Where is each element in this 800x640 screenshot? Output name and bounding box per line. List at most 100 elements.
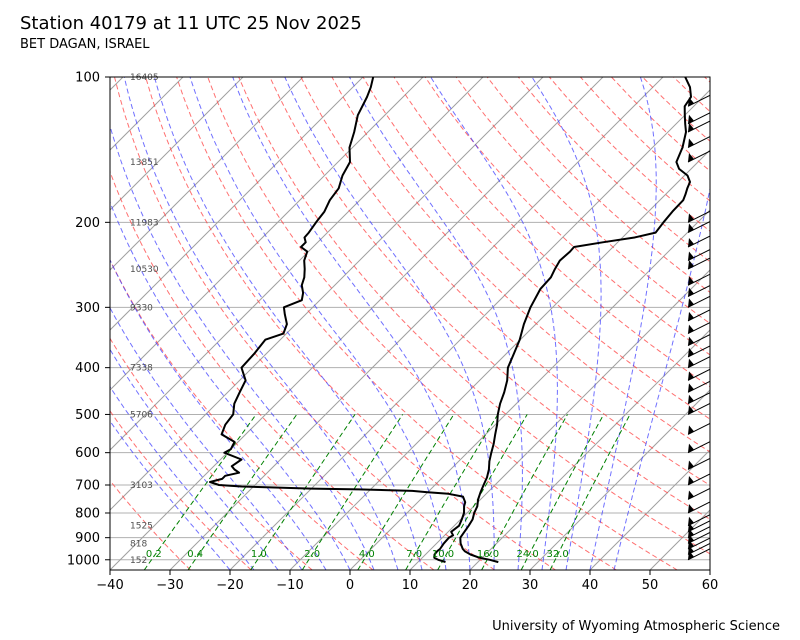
- moist-adiabat-0: [110, 200, 351, 570]
- height-label: 9330: [130, 303, 153, 313]
- wind-barb-flag: [688, 114, 694, 124]
- moist-adiabat-36: [531, 77, 602, 570]
- dry-adiabat-180: [611, 77, 710, 172]
- dry-adiabat-210: [704, 77, 710, 83]
- dry-adiabat--10: [110, 337, 313, 570]
- wind-barb-flag: [688, 260, 694, 270]
- wind-barb-flag: [688, 223, 694, 233]
- wind-barb-flag: [688, 153, 694, 163]
- height-label: 7338: [130, 364, 153, 374]
- dry-adiabat-110: [393, 77, 710, 388]
- wind-barb-flag: [688, 394, 694, 404]
- moist-adiabat-16: [189, 77, 447, 570]
- wind-barb-flag: [688, 276, 694, 286]
- isotherm--80: [110, 77, 364, 331]
- dewpoint-profile: [209, 77, 467, 564]
- isotherm--90: [110, 77, 304, 271]
- mixing-ratio-label: 10.0: [432, 549, 454, 560]
- mixing-ratio-0.4: [187, 414, 298, 570]
- mixing-ratio-label: 7.0: [406, 549, 422, 560]
- wind-barb-flag: [688, 238, 694, 248]
- isotherm-20: [469, 329, 710, 570]
- x-tick-label: 0: [346, 578, 354, 593]
- dry-adiabat-20: [114, 77, 495, 570]
- dry-adiabat-60: [238, 77, 710, 555]
- wind-barb-flag: [688, 550, 694, 560]
- mixing-ratio-2.0: [301, 414, 404, 570]
- isotherm--20: [229, 89, 710, 570]
- wind-barb-flag: [688, 475, 694, 485]
- isotherm--40: [110, 77, 604, 570]
- mixing-ratio-32.0: [549, 414, 631, 570]
- isotherm--50: [110, 77, 544, 511]
- isotherm--100: [110, 77, 244, 211]
- mixing-ratio-label: 24.0: [516, 549, 538, 560]
- wind-barb-flag: [688, 371, 694, 381]
- moist-adiabat-24: [284, 77, 495, 570]
- dry-adiabat-30: [145, 77, 556, 570]
- isotherm-30: [529, 389, 710, 570]
- wind-barb-flag: [688, 123, 694, 133]
- isotherm-0: [349, 209, 710, 570]
- x-tick-label: 10: [402, 578, 419, 593]
- dry-adiabat-70: [269, 77, 710, 520]
- dry-adiabat-130: [455, 77, 710, 325]
- x-tick-label: 30: [522, 578, 539, 593]
- y-tick-label: 800: [75, 506, 100, 521]
- x-tick-label: −40: [96, 578, 123, 593]
- height-label: 1525: [130, 522, 153, 532]
- wind-barb-flag: [688, 324, 694, 334]
- height-label: 3103: [130, 481, 153, 491]
- y-tick-label: 1000: [67, 553, 100, 568]
- x-tick-label: −30: [156, 578, 183, 593]
- y-tick-label: 900: [75, 531, 100, 546]
- isotherm--110: [110, 77, 184, 151]
- mixing-ratio-label: 0.4: [187, 549, 203, 560]
- y-tick-label: 600: [75, 446, 100, 461]
- isotherm-40: [589, 449, 710, 570]
- mixing-ratio-10.0: [437, 414, 528, 570]
- chart-subtitle: BET DAGAN, ISRAEL: [20, 37, 150, 52]
- wind-barb-flag: [688, 336, 694, 346]
- dry-adiabat-50: [207, 77, 678, 570]
- credit-text: University of Wyoming Atmospheric Scienc…: [492, 619, 780, 634]
- y-tick-label: 500: [75, 408, 100, 423]
- wind-barb-flag: [688, 490, 694, 500]
- x-tick-label: −20: [216, 578, 243, 593]
- wind-barb-flag: [688, 460, 694, 470]
- x-tick-label: 20: [462, 578, 479, 593]
- wind-barb-flag: [688, 138, 694, 148]
- mixing-ratio-label: 4.0: [359, 549, 375, 560]
- wind-barb-flag: [688, 287, 694, 297]
- dry-adiabat-100: [362, 77, 710, 420]
- isotherm--140: [0, 77, 3, 570]
- dry-adiabat--30: [110, 479, 191, 570]
- wind-barb: [687, 501, 710, 514]
- wind-barb-flag: [688, 383, 694, 393]
- dry-adiabat-150: [517, 77, 710, 263]
- moist-adiabat--20: [110, 420, 231, 570]
- dry-adiabat-0: [110, 258, 374, 570]
- y-tick-label: 400: [75, 361, 100, 376]
- moist-adiabat-32: [430, 77, 558, 570]
- y-tick-label: 700: [75, 478, 100, 493]
- moist-adiabat-44: [613, 186, 710, 570]
- wind-barb-flag: [688, 405, 694, 415]
- mixing-ratio-7.0: [405, 414, 499, 570]
- label-layer: 0.2 0.4 1.0 2.0 4.0 7.0 10.0 16.0 24.0 32.0 16405 1…: [130, 73, 569, 566]
- height-label: 10530: [130, 265, 159, 275]
- wind-barb-flag: [688, 443, 694, 453]
- dry-adiabat-220: [736, 77, 800, 570]
- mixing-ratio-16.0: [481, 414, 568, 570]
- x-tick-label: 50: [642, 578, 659, 593]
- mixing-ratio-label: 0.2: [146, 549, 162, 560]
- wind-barb-flag: [688, 358, 694, 368]
- moist-adiabat--12: [110, 348, 279, 570]
- moist-adiabat-8: [123, 77, 399, 570]
- x-tick-label: −10: [276, 578, 303, 593]
- moist-adiabat-20: [232, 77, 471, 570]
- dry-adiabat-10: [110, 170, 435, 570]
- height-label: 16405: [130, 73, 159, 83]
